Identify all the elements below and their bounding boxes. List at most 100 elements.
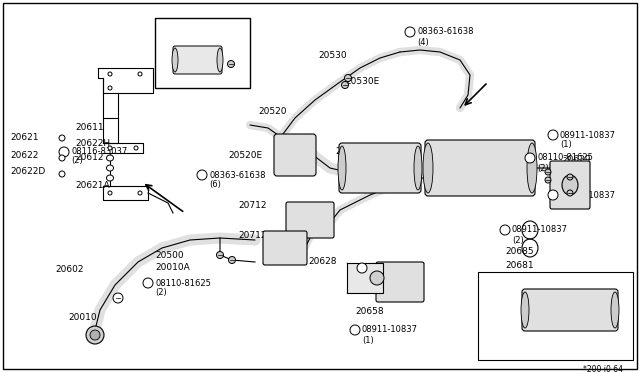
FancyBboxPatch shape	[339, 143, 421, 193]
Circle shape	[134, 146, 138, 150]
FancyBboxPatch shape	[274, 134, 316, 176]
Circle shape	[197, 170, 207, 180]
Text: 08911-10837: 08911-10837	[512, 225, 568, 234]
Circle shape	[228, 257, 236, 263]
FancyBboxPatch shape	[425, 140, 535, 196]
Text: 20622D: 20622D	[10, 167, 45, 176]
Text: 08110-81625: 08110-81625	[155, 279, 211, 288]
Text: 20010A: 20010A	[155, 263, 189, 273]
Circle shape	[545, 177, 551, 183]
Ellipse shape	[106, 155, 113, 161]
Circle shape	[138, 72, 142, 76]
Text: 20659: 20659	[558, 173, 587, 183]
Text: 20530: 20530	[318, 51, 347, 60]
Ellipse shape	[562, 175, 578, 195]
Circle shape	[548, 190, 558, 200]
Ellipse shape	[527, 143, 537, 193]
Text: (4): (4)	[417, 38, 429, 46]
Circle shape	[108, 191, 112, 195]
Ellipse shape	[106, 165, 113, 171]
Ellipse shape	[106, 175, 113, 181]
FancyBboxPatch shape	[173, 46, 222, 74]
Circle shape	[357, 263, 367, 273]
Circle shape	[525, 153, 535, 163]
Text: S: S	[200, 173, 204, 177]
Text: (6): (6)	[209, 180, 221, 189]
Ellipse shape	[90, 330, 100, 340]
Text: N: N	[359, 266, 365, 270]
FancyBboxPatch shape	[286, 202, 334, 238]
Text: 20628: 20628	[308, 257, 337, 266]
Text: 08911-10837: 08911-10837	[369, 263, 425, 273]
Text: 20602: 20602	[55, 266, 83, 275]
Text: B: B	[527, 155, 532, 160]
Text: 08363-61638: 08363-61638	[209, 170, 266, 180]
Text: 20520E: 20520E	[228, 151, 262, 160]
Text: *200 i0 64: *200 i0 64	[583, 366, 623, 372]
Circle shape	[548, 130, 558, 140]
Text: B: B	[145, 280, 150, 285]
Circle shape	[350, 325, 360, 335]
Circle shape	[59, 147, 69, 157]
Text: 20658: 20658	[355, 308, 383, 317]
Text: (2): (2)	[512, 235, 524, 244]
Ellipse shape	[172, 48, 178, 72]
Text: 08363-61638: 08363-61638	[417, 28, 474, 36]
Text: N: N	[550, 132, 556, 138]
Text: (1): (1)	[362, 336, 374, 344]
Text: HD/T: HD/T	[591, 345, 618, 355]
Text: 20530E: 20530E	[345, 77, 380, 87]
Text: 20611: 20611	[75, 124, 104, 132]
Text: 08116-83037: 08116-83037	[71, 148, 127, 157]
FancyBboxPatch shape	[550, 161, 590, 209]
Circle shape	[143, 278, 153, 288]
Circle shape	[59, 155, 65, 161]
Text: 20622H: 20622H	[75, 138, 110, 148]
Circle shape	[108, 72, 112, 76]
Text: (1): (1)	[369, 273, 381, 282]
Ellipse shape	[370, 271, 384, 285]
Bar	[155, 18, 250, 88]
Text: S: S	[408, 29, 412, 35]
Ellipse shape	[86, 326, 104, 344]
Text: N: N	[550, 192, 556, 198]
Text: (2): (2)	[537, 164, 548, 173]
Circle shape	[567, 174, 573, 180]
Text: 20100: 20100	[435, 144, 463, 153]
Circle shape	[59, 135, 65, 141]
Text: 20712: 20712	[238, 201, 266, 209]
Text: 20712: 20712	[238, 231, 266, 240]
Circle shape	[545, 169, 551, 175]
Text: 20621A: 20621A	[75, 180, 109, 189]
Circle shape	[138, 191, 142, 195]
Text: 20681: 20681	[505, 260, 534, 269]
Text: 20685: 20685	[505, 247, 534, 257]
Bar	[347, 263, 383, 293]
Ellipse shape	[521, 292, 529, 328]
Text: N: N	[502, 228, 508, 232]
Circle shape	[405, 27, 415, 37]
Text: 20010Z: 20010Z	[160, 23, 195, 32]
Circle shape	[59, 171, 65, 177]
Text: 08911-10837: 08911-10837	[362, 326, 418, 334]
Circle shape	[500, 225, 510, 235]
Circle shape	[115, 295, 122, 301]
Circle shape	[567, 190, 573, 196]
Text: 20200: 20200	[335, 148, 364, 157]
Ellipse shape	[423, 143, 433, 193]
Text: 20612: 20612	[75, 154, 104, 163]
Text: 20100: 20100	[578, 279, 607, 289]
Ellipse shape	[217, 48, 223, 72]
Circle shape	[108, 146, 112, 150]
Ellipse shape	[414, 146, 422, 190]
Text: 08911-10837: 08911-10837	[560, 190, 616, 199]
FancyBboxPatch shape	[522, 289, 618, 331]
Text: (1): (1)	[560, 141, 572, 150]
Circle shape	[108, 86, 112, 90]
Circle shape	[342, 81, 349, 89]
FancyBboxPatch shape	[263, 231, 307, 265]
Text: 20622C: 20622C	[355, 288, 390, 296]
Text: 20200: 20200	[513, 343, 541, 353]
FancyBboxPatch shape	[376, 262, 424, 302]
Text: (1): (1)	[560, 201, 572, 209]
